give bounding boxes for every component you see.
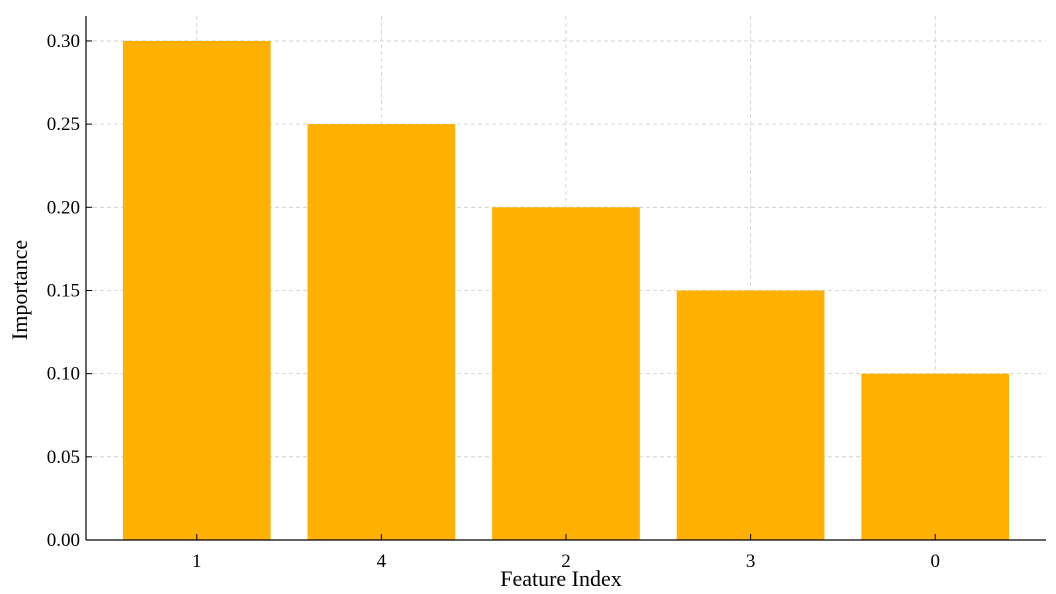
y-tick-label: 0.05: [47, 447, 80, 468]
y-tick-label: 0.25: [47, 114, 80, 135]
x-tick-label: 2: [561, 551, 571, 572]
bar-2: [492, 207, 640, 541]
y-tick-label: 0.10: [47, 364, 80, 385]
x-axis-title: Feature Index: [500, 566, 622, 591]
y-tick-label: 0.30: [47, 31, 80, 52]
y-tick-label: 0.15: [47, 280, 80, 301]
bar-3: [676, 290, 825, 540]
y-axis-title: Importance: [7, 240, 32, 340]
bars-layer: [122, 40, 1010, 541]
y-tick-label: 0.20: [47, 197, 80, 218]
bar-1: [122, 40, 271, 540]
ticks-layer: 0.00 0.05 0.10 0.15 0.20 0.25 0.30 1 4 2 3 0: [47, 31, 940, 572]
bar-0: [861, 373, 1010, 540]
x-tick-label: 0: [930, 551, 940, 572]
x-tick-label: 3: [746, 551, 756, 572]
y-tick-label: 0.00: [47, 530, 80, 551]
x-tick-label: 1: [192, 551, 202, 572]
bar-4: [307, 124, 456, 540]
x-tick-label: 4: [377, 551, 387, 572]
